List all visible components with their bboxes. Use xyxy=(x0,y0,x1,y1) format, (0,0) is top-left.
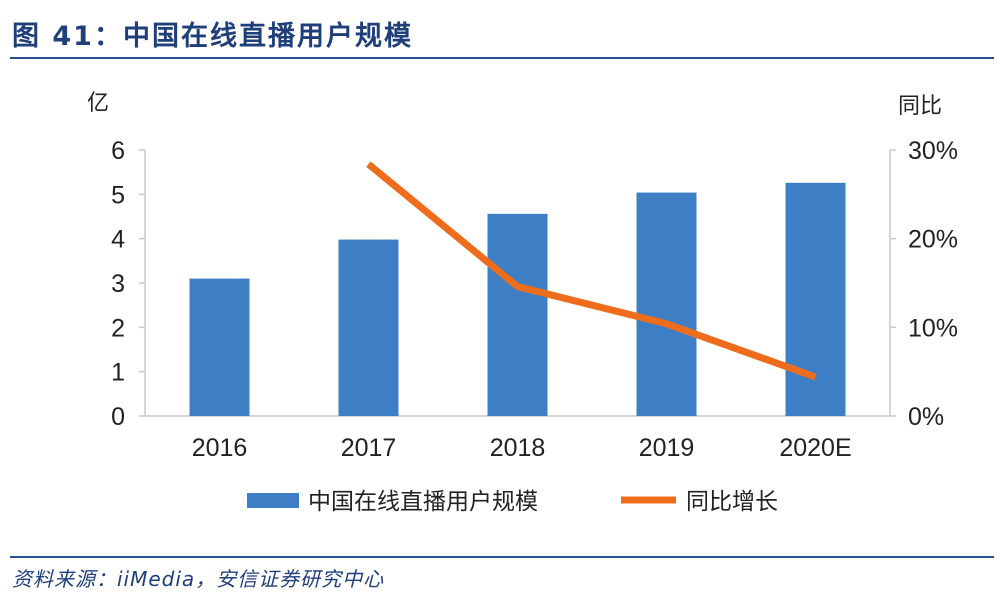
x-axis-tick-label: 2020E xyxy=(779,434,851,462)
legend: 中国在线直播用户规模 同比增长 xyxy=(247,489,778,515)
left-axis-tick-label: 3 xyxy=(111,270,125,298)
right-axis-tick-label: 20% xyxy=(908,226,958,254)
right-axis-label: 同比 xyxy=(898,93,942,118)
right-axis-tick-label: 0% xyxy=(908,403,944,431)
title-divider xyxy=(10,57,994,59)
growth-line xyxy=(366,161,817,381)
bar xyxy=(636,192,697,416)
axes-layer: 0 1 2 3 4 5 6亿 0% 10% 20% 30% 同比 2016 2017 2018 2019 202… xyxy=(87,90,958,462)
x-axis-tick-label: 2018 xyxy=(490,434,546,462)
line-layer xyxy=(366,161,817,381)
right-axis-tick-label: 30% xyxy=(908,137,958,165)
left-axis-tick-label: 5 xyxy=(111,181,125,209)
left-axis-tick-label: 4 xyxy=(111,226,125,254)
bar xyxy=(785,182,846,416)
growth-line-point xyxy=(368,163,369,165)
growth-line-point xyxy=(815,376,816,378)
legend-line-label: 同比增长 xyxy=(686,489,778,515)
growth-line-point xyxy=(666,323,667,325)
left-axis-tick-label: 0 xyxy=(111,403,125,431)
left-axis-tick-label: 2 xyxy=(111,314,125,342)
bar xyxy=(189,278,250,416)
source-note: 资料来源：iiMedia，安信证券研究中心 xyxy=(12,567,385,591)
right-axis-tick-label: 10% xyxy=(908,314,958,342)
bars-layer xyxy=(189,182,846,416)
x-axis-tick-label: 2019 xyxy=(639,434,695,462)
growth-line-point xyxy=(517,286,518,288)
legend-bar-label: 中国在线直播用户规模 xyxy=(308,489,538,515)
figure-title: 图 41：中国在线直播用户规模 xyxy=(12,21,413,52)
bar xyxy=(338,239,399,416)
source-divider xyxy=(10,556,994,558)
left-axis-label: 亿 xyxy=(87,90,109,115)
x-axis-tick-label: 2017 xyxy=(341,434,397,462)
left-axis-tick-label: 1 xyxy=(111,359,125,387)
left-axis-tick-label: 6 xyxy=(111,137,125,165)
x-axis-tick-label: 2016 xyxy=(192,434,248,462)
legend-bar-swatch xyxy=(247,493,299,508)
bar xyxy=(487,213,548,416)
